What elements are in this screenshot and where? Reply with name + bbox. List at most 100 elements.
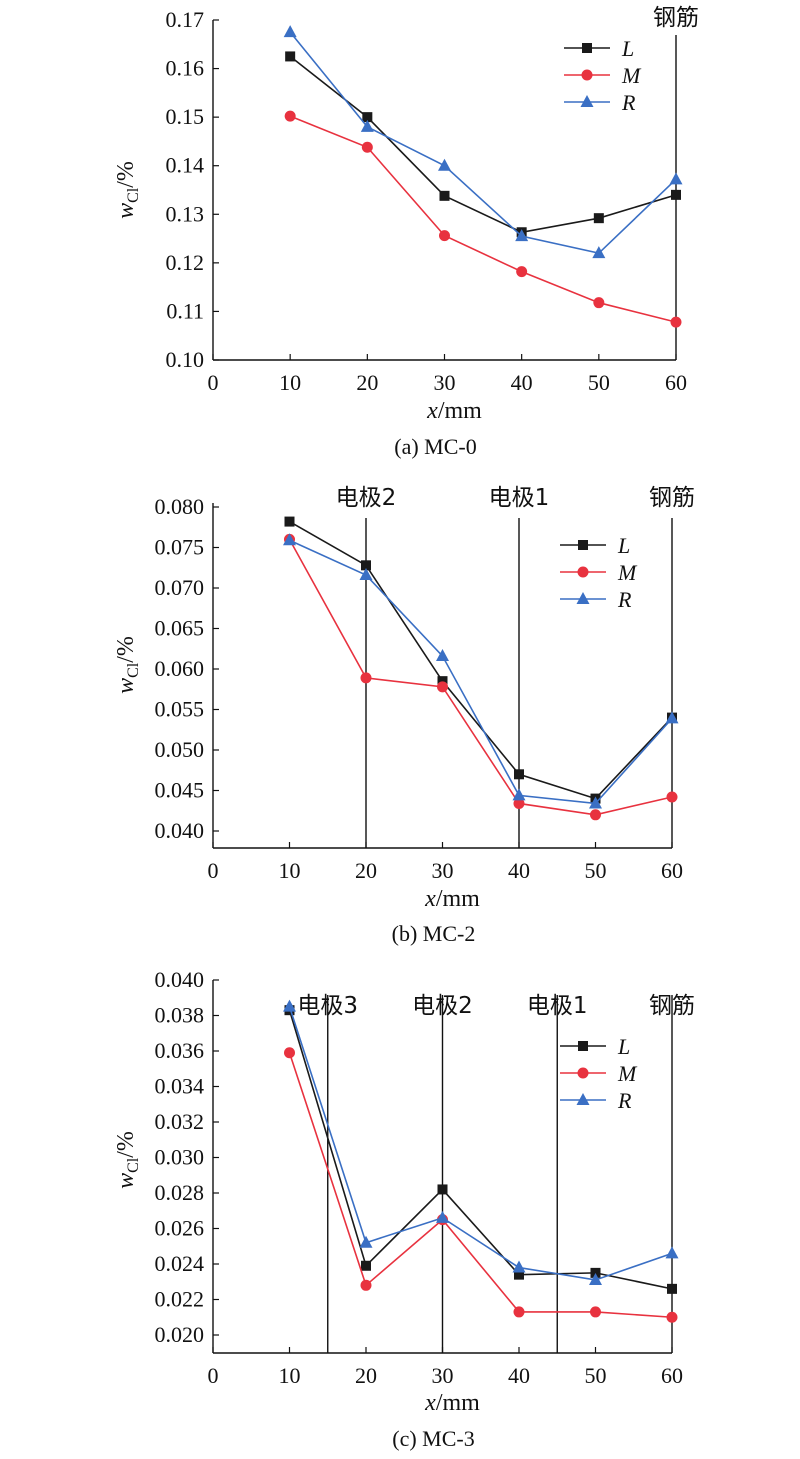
x-tick-label: 20 xyxy=(355,1363,377,1388)
y-tick-label: 0.034 xyxy=(155,1074,205,1099)
data-point-M xyxy=(360,1279,372,1291)
y-tick-label: 0.030 xyxy=(155,1145,205,1170)
data-point-R xyxy=(283,25,297,38)
y-tick-label: 0.050 xyxy=(155,737,205,762)
data-point-R xyxy=(589,1272,602,1285)
data-point-R xyxy=(360,119,374,132)
x-axis-label: x/mm xyxy=(426,398,482,424)
y-tick-label: 0.055 xyxy=(155,697,205,722)
x-axis-label: x/mm xyxy=(424,1390,480,1416)
legend-marker xyxy=(581,69,593,81)
legend-label: R xyxy=(621,90,636,115)
reference-line-label: 钢筋 xyxy=(653,5,699,31)
x-tick-label: 50 xyxy=(588,370,610,395)
y-tick-label: 0.14 xyxy=(166,153,205,178)
legend: LMR xyxy=(560,533,638,612)
series-line-L xyxy=(288,1009,673,1290)
series-line-L xyxy=(289,55,677,234)
series-line-R xyxy=(289,539,673,805)
y-axis-label: wCl/% xyxy=(113,1131,142,1189)
data-point-R xyxy=(436,649,449,662)
x-tick-label: 60 xyxy=(661,858,683,883)
chart-panel-3: 0.020 0.022 0.024 0.026 0.028 0.030 0.032 0.034… xyxy=(113,967,695,1451)
data-point-R xyxy=(283,999,296,1012)
y-tick-label: 0.040 xyxy=(155,818,205,843)
data-point-R xyxy=(359,1235,373,1248)
reference-line-label: 电极1 xyxy=(489,485,550,511)
legend-label: L xyxy=(617,1034,630,1059)
data-point-M xyxy=(593,297,605,309)
y-tick-label: 0.036 xyxy=(155,1038,205,1063)
legend-label: L xyxy=(621,36,634,61)
y-axis-label: wCl/% xyxy=(113,161,142,219)
y-tick-label: 0.10 xyxy=(166,347,205,372)
x-tick-label: 30 xyxy=(432,858,454,883)
x-tick-label: 60 xyxy=(665,370,687,395)
y-tick-label: 0.026 xyxy=(155,1216,205,1241)
data-point-R xyxy=(283,533,296,546)
data-point-R xyxy=(515,229,529,242)
data-point-R xyxy=(438,158,451,171)
data-point-L xyxy=(362,112,373,123)
x-tick-label: 40 xyxy=(508,858,530,883)
y-tick-label: 0.075 xyxy=(155,535,205,560)
y-tick-label: 0.032 xyxy=(155,1109,205,1134)
series-line-R xyxy=(289,31,677,255)
data-point-L xyxy=(361,560,371,571)
data-point-M xyxy=(513,797,525,809)
y-tick-label: 0.045 xyxy=(155,778,205,803)
y-tick-label: 0.080 xyxy=(155,494,205,519)
data-point-M xyxy=(666,1311,678,1323)
reference-line-label: 电极1 xyxy=(527,993,588,1019)
x-tick-label: 0 xyxy=(208,370,219,395)
y-tick-label: 0.028 xyxy=(155,1180,205,1205)
series-line-M xyxy=(288,539,673,816)
legend-marker xyxy=(578,1041,588,1051)
y-tick-label: 0.022 xyxy=(155,1287,205,1312)
y-tick-label: 0.024 xyxy=(155,1251,205,1276)
series-line-M xyxy=(288,1052,673,1319)
y-tick-label: 0.065 xyxy=(155,616,205,641)
series-R xyxy=(283,999,679,1285)
y-axis-label: wCl/% xyxy=(113,636,142,694)
data-point-L xyxy=(671,189,681,200)
x-tick-label: 30 xyxy=(434,370,456,395)
y-tick-label: 0.11 xyxy=(166,298,204,323)
series-M xyxy=(284,110,682,328)
data-point-R xyxy=(589,796,602,809)
data-point-R xyxy=(512,1260,526,1273)
data-point-L xyxy=(285,51,296,62)
data-point-M xyxy=(437,681,448,693)
series-R xyxy=(283,25,683,259)
legend-label: R xyxy=(617,587,632,612)
legend: LMR xyxy=(560,1034,638,1113)
data-point-L xyxy=(514,1269,524,1280)
series-line-L xyxy=(289,520,673,800)
x-tick-label: 60 xyxy=(661,1363,683,1388)
x-tick-label: 50 xyxy=(585,1363,607,1388)
x-tick-label: 20 xyxy=(356,370,378,395)
legend-marker xyxy=(578,540,588,550)
data-point-M xyxy=(513,1306,525,1318)
data-point-R xyxy=(665,711,679,724)
panel-caption: (c) MC-3 xyxy=(392,1426,474,1451)
x-axis-label: x/mm xyxy=(424,886,480,912)
legend-marker xyxy=(582,43,592,53)
legend-label: L xyxy=(617,533,630,558)
legend-marker xyxy=(576,1093,590,1105)
panel-caption: (a) MC-0 xyxy=(394,434,476,459)
legend-label: M xyxy=(617,560,638,585)
chart-panel-2: 0.040 0.045 0.050 0.055 0.060 0.065 0.070 0.075… xyxy=(113,485,695,946)
reference-line-label: 钢筋 xyxy=(649,485,695,511)
legend-label: M xyxy=(617,1061,638,1086)
data-point-L xyxy=(437,1184,448,1195)
x-tick-label: 10 xyxy=(279,1363,301,1388)
panel-caption: (b) MC-2 xyxy=(392,921,476,946)
y-tick-label: 0.020 xyxy=(155,1322,205,1347)
data-point-L xyxy=(667,1283,677,1294)
series-line-R xyxy=(288,1006,673,1281)
data-point-L xyxy=(439,190,450,201)
legend-label: R xyxy=(617,1088,632,1113)
y-tick-label: 0.060 xyxy=(155,656,205,681)
